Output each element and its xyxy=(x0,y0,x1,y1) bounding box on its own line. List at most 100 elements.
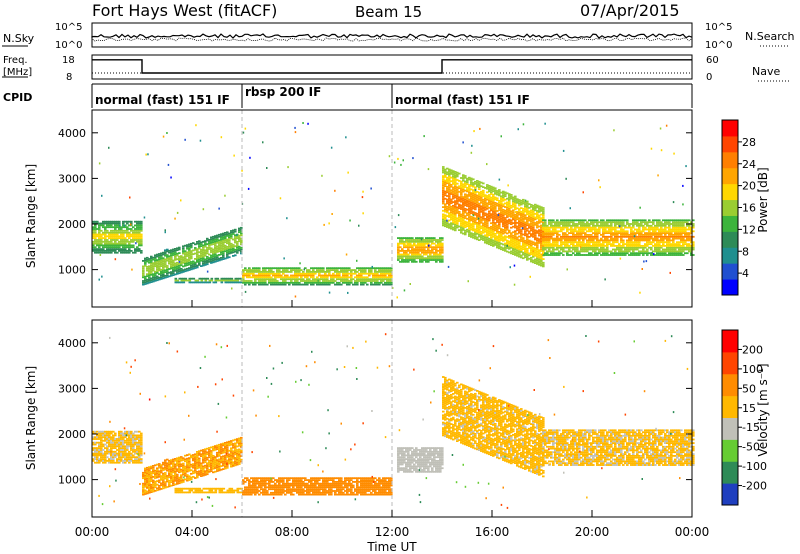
echo-cell xyxy=(676,230,679,233)
echo-cell xyxy=(480,194,483,197)
echo-cell xyxy=(644,234,647,236)
echo-cell xyxy=(423,250,426,252)
echo-cell xyxy=(462,177,465,180)
echo-cell xyxy=(164,260,167,263)
echo-cell xyxy=(590,235,593,238)
echo-cell xyxy=(520,207,523,209)
echo-cell xyxy=(542,216,545,219)
echo-cell xyxy=(104,235,107,238)
echo-cell xyxy=(218,246,221,249)
echo-cell xyxy=(212,254,215,256)
echo-cell xyxy=(268,276,271,279)
echo-cell xyxy=(300,274,303,277)
echo-cell xyxy=(564,235,567,238)
echo-cell xyxy=(450,218,453,221)
cpid-segment-2: rbsp 200 IF xyxy=(245,85,321,99)
echo-cell xyxy=(104,239,107,241)
echo-cell xyxy=(692,246,695,249)
echo-cell xyxy=(500,210,503,212)
echo-cell xyxy=(590,219,593,222)
echo-cell xyxy=(686,237,689,240)
echo-cell xyxy=(96,460,99,462)
echo-cell xyxy=(429,237,432,239)
echo-cell xyxy=(98,278,100,281)
echo-cell xyxy=(622,239,625,242)
echo-cell xyxy=(272,274,275,277)
echo-cell xyxy=(462,225,465,228)
echo-cell xyxy=(604,232,607,234)
echo-cell xyxy=(378,276,381,279)
echo-cell xyxy=(640,239,643,242)
beam-label: Beam 15 xyxy=(355,3,422,21)
echo-cell xyxy=(518,239,521,241)
echo-cell xyxy=(642,235,645,238)
echo-cell xyxy=(612,228,615,231)
echo-cell xyxy=(576,243,579,245)
echo-cell xyxy=(164,264,167,266)
echo-cell xyxy=(358,269,361,271)
echo-cell xyxy=(588,237,591,240)
echo-cell xyxy=(460,208,463,210)
echo-cell xyxy=(660,239,663,242)
echo-cell xyxy=(224,235,227,238)
echo-cell xyxy=(622,241,625,244)
echo-cell xyxy=(152,280,155,283)
echo-cell xyxy=(299,262,301,265)
echo-cell xyxy=(216,251,219,253)
echo-cell xyxy=(618,248,621,251)
echo-cell xyxy=(248,267,251,270)
echo-cell xyxy=(264,281,267,284)
echo-cell xyxy=(332,276,335,279)
echo-cell xyxy=(112,439,115,442)
echo-cell xyxy=(530,242,533,245)
echo-cell xyxy=(338,276,341,279)
echo-cell xyxy=(458,196,461,199)
echo-cell xyxy=(518,224,521,227)
echo-cell xyxy=(488,199,491,202)
echo-cell xyxy=(262,269,265,271)
echo-cell xyxy=(437,250,440,252)
echo-cell xyxy=(407,237,410,239)
echo-cell xyxy=(654,234,657,236)
echo-cell xyxy=(512,225,515,228)
echo-cell xyxy=(210,262,213,264)
echo-cell xyxy=(308,274,311,277)
echo-cell xyxy=(146,275,149,277)
echo-cell xyxy=(324,272,327,275)
echo-cell xyxy=(556,221,559,224)
echo-cell xyxy=(628,224,631,227)
echo-cell xyxy=(482,200,485,203)
echo-cell xyxy=(433,259,436,261)
echo-cell xyxy=(586,221,589,224)
echo-cell xyxy=(112,456,115,459)
echo-cell xyxy=(538,207,541,210)
echo-cell xyxy=(526,238,529,241)
echo-cell xyxy=(212,235,215,238)
echo-cell xyxy=(132,233,135,236)
echo-cell xyxy=(184,253,187,256)
echo-cell xyxy=(254,280,257,282)
echo-cell xyxy=(166,257,169,260)
echo-cell xyxy=(158,256,161,259)
echo-cell xyxy=(166,272,169,275)
echo-cell xyxy=(472,225,475,228)
echo-cell xyxy=(478,195,481,198)
echo-cell xyxy=(512,216,515,219)
echo-cell xyxy=(452,172,455,174)
echo-cell xyxy=(204,279,208,282)
echo-cell xyxy=(656,246,659,249)
echo-cell xyxy=(528,245,531,247)
echo-cell xyxy=(478,210,481,212)
echo-cell xyxy=(482,202,485,205)
echo-cell xyxy=(520,249,523,251)
echo-cell xyxy=(542,246,545,249)
echo-cell xyxy=(600,226,603,229)
echo-cell xyxy=(168,259,171,261)
echo-cell xyxy=(582,232,585,234)
echo-cell xyxy=(476,218,479,221)
echo-cell xyxy=(634,237,637,240)
echo-cell xyxy=(226,235,229,237)
echo-cell xyxy=(606,246,609,249)
echo-cell xyxy=(592,221,595,224)
